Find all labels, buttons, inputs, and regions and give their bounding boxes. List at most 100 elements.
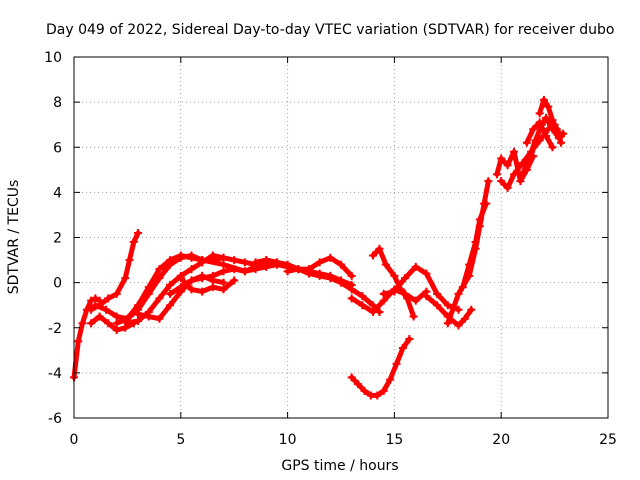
data-point: [548, 116, 557, 125]
data-point: [337, 278, 345, 287]
data-point: [358, 301, 367, 310]
data-point: [379, 296, 388, 305]
x-tick-label: 15: [385, 432, 403, 448]
data-point: [198, 256, 207, 265]
data-point: [272, 258, 281, 267]
series-arc-16: [381, 264, 461, 313]
data-point: [315, 258, 324, 267]
data-point: [337, 260, 345, 269]
y-tick-label: 8: [53, 95, 62, 111]
data-point: [294, 265, 303, 274]
data-point: [375, 244, 384, 253]
y-tick-label: 2: [53, 231, 62, 247]
x-tick-label: 0: [70, 432, 79, 448]
data-point: [166, 256, 175, 265]
data-point: [542, 113, 551, 122]
data-point: [386, 375, 395, 384]
data-point: [104, 294, 113, 303]
data-point: [347, 373, 356, 382]
grid-layer: [74, 57, 608, 418]
data-point: [262, 256, 271, 265]
data-point: [155, 294, 164, 303]
x-tick-label: 5: [176, 432, 185, 448]
data-point: [198, 274, 207, 283]
data-point: [433, 289, 442, 298]
data-point: [129, 238, 138, 247]
data-point: [360, 386, 369, 395]
data-point: [134, 228, 143, 237]
data-point: [230, 276, 239, 285]
data-point: [535, 109, 544, 118]
data-point: [91, 301, 100, 310]
series-layer: [70, 95, 568, 400]
data-point: [144, 312, 153, 321]
data-point: [467, 305, 476, 314]
x-axis-title: GPS time / hours: [281, 458, 398, 474]
series-arc-9: [178, 275, 237, 295]
data-point: [458, 283, 467, 292]
data-point: [518, 170, 527, 179]
data-point: [390, 287, 399, 296]
data-point: [465, 260, 474, 269]
tick-layer: 0 5 10 15 20 25 -6 -4 -2 0 2 4 6 8 10: [44, 50, 617, 448]
data-point: [166, 289, 175, 298]
data-point: [358, 292, 367, 301]
data-point: [409, 312, 418, 321]
data-point: [121, 274, 130, 283]
data-point: [433, 301, 442, 310]
data-point: [510, 147, 519, 156]
data-point: [112, 319, 121, 328]
y-tick-label: 4: [53, 185, 62, 201]
data-point: [548, 143, 557, 152]
data-point: [552, 125, 561, 134]
data-point: [176, 251, 185, 260]
data-point: [187, 265, 196, 274]
data-point: [102, 305, 111, 314]
data-point: [392, 359, 401, 368]
y-tick-label: 0: [53, 276, 62, 292]
data-point: [405, 335, 414, 344]
data-point: [219, 267, 228, 276]
data-point: [411, 296, 420, 305]
data-point: [529, 125, 538, 134]
data-point: [510, 170, 519, 179]
data-point: [422, 269, 431, 278]
data-point: [283, 267, 292, 276]
data-point: [482, 199, 491, 208]
data-point: [443, 301, 452, 310]
data-point: [484, 177, 493, 186]
data-point: [112, 312, 121, 321]
x-tick-label: 10: [279, 432, 297, 448]
data-point: [379, 289, 388, 298]
data-point: [187, 276, 196, 285]
data-point: [134, 316, 143, 325]
data-point: [544, 102, 553, 111]
data-point: [347, 271, 356, 280]
data-point: [503, 161, 512, 170]
data-point: [251, 258, 260, 267]
series-arc-18: [445, 178, 491, 326]
data-point: [390, 271, 399, 280]
data-point: [112, 326, 121, 335]
data-point: [454, 321, 463, 330]
data-point: [262, 262, 271, 271]
y-tick-label: -2: [48, 321, 62, 337]
data-point: [347, 285, 356, 294]
data-point: [87, 296, 96, 305]
data-point: [91, 294, 100, 303]
data-point: [121, 323, 130, 332]
chart-title: Day 049 of 2022, Sidereal Day-to-day VTE…: [46, 22, 614, 38]
data-point: [403, 294, 412, 303]
data-point: [542, 131, 551, 140]
data-point: [369, 307, 378, 316]
series-arc-5: [114, 253, 280, 326]
data-point: [497, 177, 506, 186]
data-point: [531, 136, 540, 145]
y-tick-label: 10: [44, 50, 62, 66]
data-point: [134, 301, 143, 310]
data-point: [198, 287, 207, 296]
data-point: [354, 380, 363, 389]
y-tick-label: 6: [53, 140, 62, 156]
data-point: [379, 386, 388, 395]
data-point: [304, 265, 313, 274]
